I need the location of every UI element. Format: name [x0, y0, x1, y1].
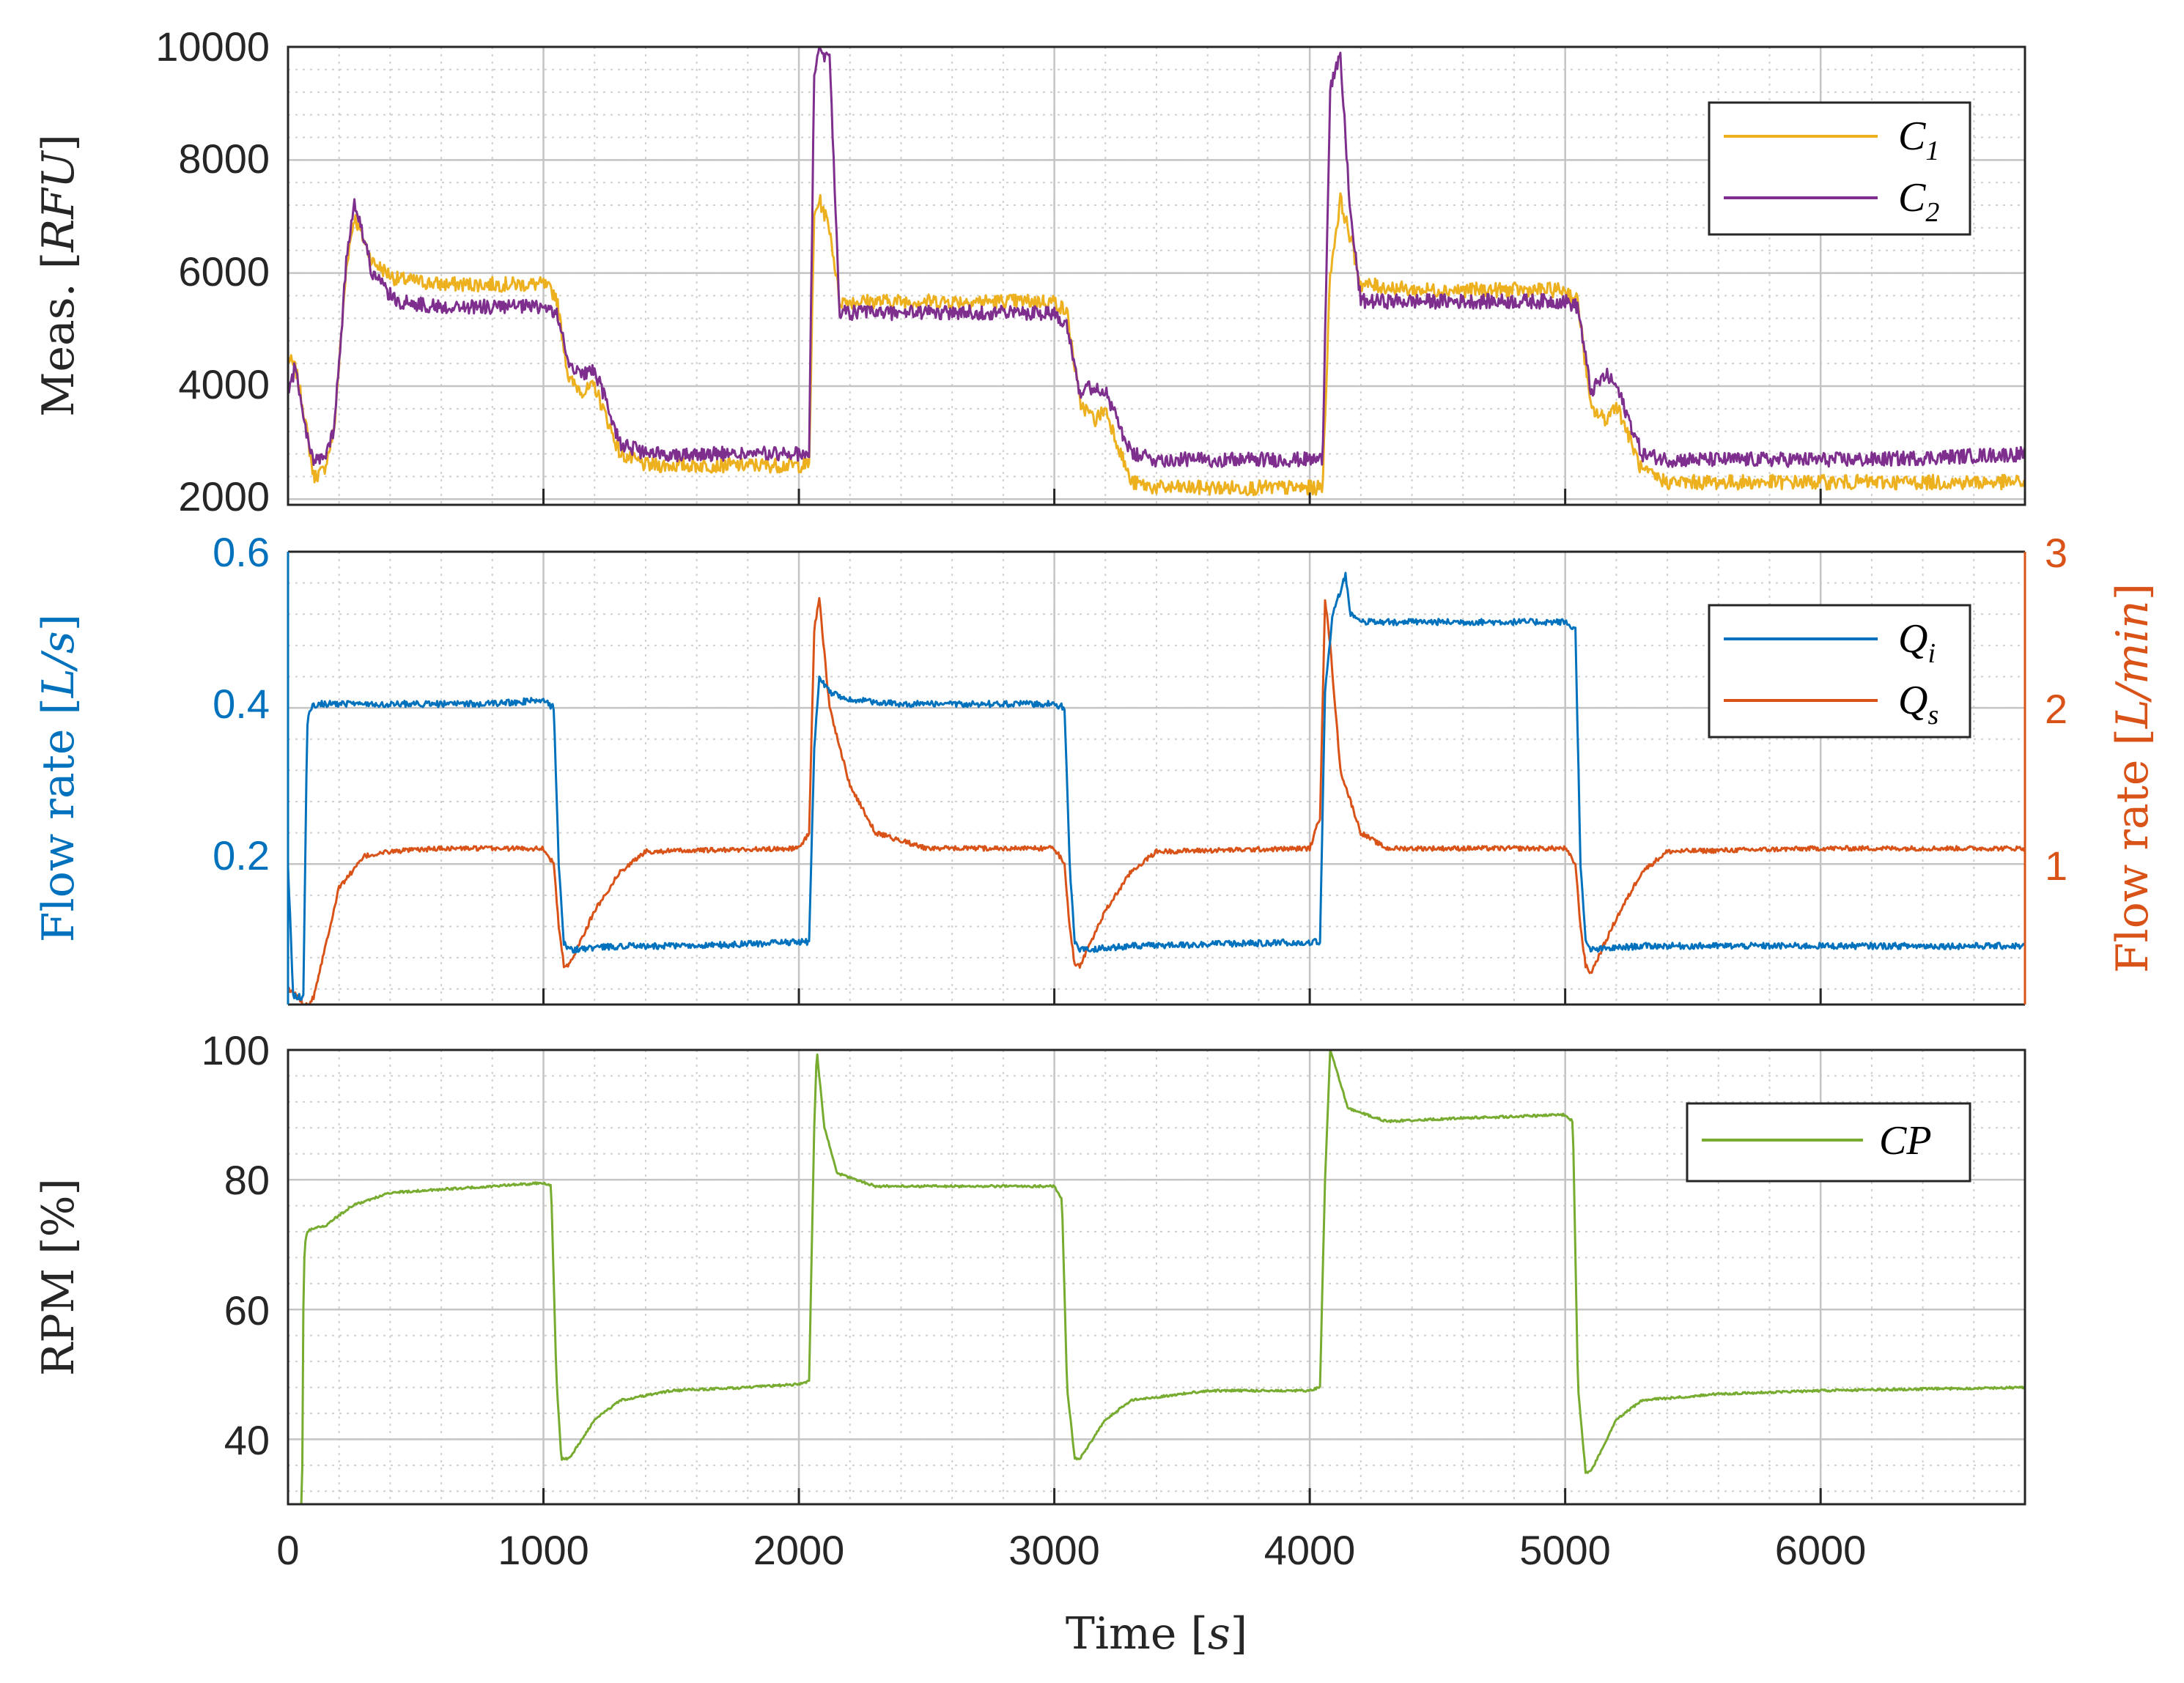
- rpm-ytick-label: 60: [224, 1287, 270, 1334]
- meas-ylabel-open-bracket: [: [33, 252, 84, 283]
- x-axis-label-unit: s: [1208, 1608, 1231, 1660]
- meas-ytick-label: 4000: [178, 361, 270, 407]
- rpm-ytick-label: 40: [224, 1417, 270, 1463]
- panel-meas: 2000 4000 6000 8000 10000 Meas. [RFU] C1…: [33, 23, 2026, 519]
- flow-ylabel-left-close-bracket: ]: [33, 614, 84, 631]
- legend-label-qs: Qs: [1898, 678, 1938, 730]
- panel-meas-ticks: 2000 4000 6000 8000 10000: [155, 23, 270, 519]
- flow-ylabel-right-unit: L/min: [2107, 600, 2158, 729]
- flow-right-ytick-label: 2: [2045, 686, 2067, 732]
- flow-left-ytick-label: 0.2: [213, 832, 270, 879]
- rpm-ytick-label: 80: [224, 1157, 270, 1203]
- meas-legend: C1 C2: [1708, 101, 1971, 236]
- flow-ylabel-right-text: Flow rate: [2107, 760, 2158, 973]
- panel-meas-frame: [287, 45, 2026, 506]
- meas-ylabel-close-bracket: ]: [33, 134, 84, 151]
- panel-flow-ticks: 0.2 0.4 0.6 1 2 3: [213, 529, 2067, 889]
- series-line-c2: [287, 45, 2026, 468]
- rpm-legend-box: [1686, 1102, 1971, 1183]
- legend-label-c2: C2: [1898, 175, 1939, 228]
- xtick-label: 3000: [1008, 1527, 1100, 1573]
- flow-left-ytick-label: 0.4: [213, 681, 270, 727]
- x-axis-label: Time [s]: [1066, 1608, 1247, 1660]
- panel-rpm: 40 60 80 100 RPM [%] CP: [33, 1027, 2026, 1506]
- flow-ylabel-left-open-bracket: [: [33, 698, 84, 728]
- meas-ytick-label: 8000: [178, 136, 270, 182]
- flow-ylabel-left-text: Flow rate: [33, 729, 84, 942]
- panel-meas-grid: [288, 45, 2025, 505]
- meas-ylabel-text: Meas.: [33, 283, 84, 417]
- x-axis-label-open-bracket: [: [1176, 1608, 1207, 1660]
- flow-right-ytick-label: 3: [2045, 530, 2067, 576]
- flow-legend: Qi Qs: [1708, 604, 1971, 739]
- flow-ylabel-right-close-bracket: ]: [2107, 583, 2158, 600]
- panel-flow: 0.2 0.4 0.6 1 2 3 Flow rate [L/s] Flow r…: [33, 529, 2158, 1006]
- meas-ylabel: Meas. [RFU]: [33, 134, 84, 417]
- rpm-ylabel: RPM [%]: [33, 1178, 84, 1376]
- flow-right-ytick-label: 1: [2045, 843, 2067, 889]
- panel-rpm-series: [287, 1048, 2026, 1506]
- panel-rpm-ticks: 40 60 80 100: [202, 1027, 270, 1463]
- meas-legend-box: [1708, 101, 1971, 236]
- xtick-label: 1000: [498, 1527, 589, 1573]
- meas-ytick-label: 6000: [178, 248, 270, 295]
- panel-rpm-grid: [288, 1048, 2025, 1504]
- xtick-label: 4000: [1264, 1527, 1356, 1573]
- flow-left-ytick-label: 0.6: [213, 529, 270, 575]
- flow-ylabel-right-open-bracket: [: [2107, 728, 2158, 759]
- panel-meas-series: [287, 45, 2026, 497]
- panel-flow-series: [287, 572, 2026, 1006]
- legend-label-c1: C1: [1898, 114, 1939, 166]
- meas-ytick-label: 2000: [178, 473, 270, 519]
- xtick-label: 0: [276, 1527, 299, 1573]
- rpm-ytick-label: 100: [202, 1027, 270, 1073]
- meas-ylabel-unit: RFU: [33, 149, 84, 253]
- x-axis: 0 1000 2000 3000 4000 5000 6000 Time [s]: [276, 1527, 1866, 1660]
- flow-ylabel-left-unit: L/s: [33, 631, 84, 698]
- xtick-label: 5000: [1519, 1527, 1611, 1573]
- series-line-cp: [287, 1048, 2026, 1506]
- flow-legend-box: [1708, 604, 1971, 739]
- series-line-qi: [287, 572, 2026, 1002]
- flow-ylabel-left: Flow rate [L/s]: [33, 614, 84, 942]
- x-axis-label-close-bracket: ]: [1231, 1608, 1247, 1660]
- series-line-c1: [287, 192, 2026, 497]
- legend-label-cp: CP: [1879, 1118, 1932, 1164]
- panel-rpm-frame: [287, 1048, 2026, 1506]
- legend-label-qi: Qi: [1898, 616, 1936, 669]
- xtick-label: 6000: [1775, 1527, 1867, 1573]
- x-axis-label-text: Time: [1066, 1608, 1177, 1660]
- meas-ytick-label: 10000: [155, 23, 270, 70]
- flow-ylabel-right: Flow rate [L/min]: [2107, 583, 2158, 973]
- rpm-legend: CP: [1686, 1102, 1971, 1183]
- xtick-label: 2000: [753, 1527, 845, 1573]
